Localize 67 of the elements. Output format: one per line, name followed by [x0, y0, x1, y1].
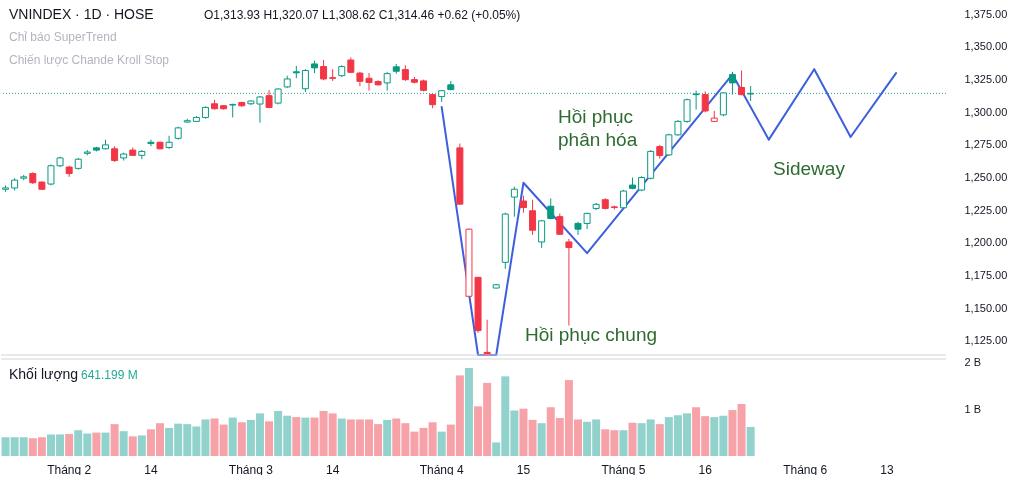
candlestick: [728, 71, 736, 96]
bar: [310, 417, 319, 456]
annotation: Chiến lược Chande Kroll Stop: [9, 53, 170, 67]
y-tick-label: 1,125.00: [964, 334, 1008, 347]
text: Khối lượng: [9, 366, 79, 382]
y-tick-label: 1,175.00: [964, 268, 1008, 281]
x-tick-label: 14: [144, 462, 158, 477]
bar: [628, 422, 637, 456]
y-tick-label: 1,300.00: [964, 105, 1008, 118]
y-tick-label: 1 B: [964, 402, 982, 415]
y-tick-label: 1,275.00: [964, 138, 1008, 151]
x-tick-label: 16: [698, 462, 713, 477]
bar: [437, 431, 446, 456]
bar: [237, 422, 246, 456]
bar: [528, 419, 537, 456]
bar: [337, 418, 346, 456]
bar: [383, 419, 392, 456]
candlestick: [383, 71, 391, 92]
bar: [728, 410, 737, 456]
candlestick: [538, 219, 546, 249]
line-series: [440, 68, 898, 356]
candlestick: [301, 68, 309, 93]
bar: [110, 424, 119, 456]
bar: [746, 426, 755, 456]
bar: [464, 367, 473, 456]
y-tick-label: 1,325.00: [964, 73, 1008, 86]
y-tick-label: 1,250.00: [964, 171, 1008, 183]
y-tick-label: 1,225.00: [964, 203, 1008, 216]
annotation: Hồi phục chung: [524, 324, 658, 345]
annotation: Chỉ báo SuperTrend: [9, 30, 117, 44]
candlestick: [529, 199, 537, 236]
y-tick-label: 2 B: [964, 355, 982, 368]
annotation: Hồi phục phân hóa: [558, 106, 638, 150]
candlestick: [165, 135, 173, 150]
candlestick: [565, 238, 573, 326]
y-tick-label: 1,200.00: [964, 236, 1008, 249]
y-tick-label: 1,150.00: [964, 301, 1008, 314]
y-tick-label: 1,350.00: [964, 40, 1008, 53]
bar: [137, 435, 146, 456]
text: O1,313.93 H1,320.07 L1,308.62 C1,314.46 +0.62 (+0.05%): [204, 8, 521, 22]
bar: [265, 421, 274, 456]
candlestick: [692, 90, 700, 111]
text: 641.199 M: [81, 368, 138, 382]
annotation: Sideway: [773, 158, 846, 179]
candlestick: [738, 69, 746, 96]
candlestick: [719, 91, 727, 117]
bar: [92, 432, 101, 456]
bar: [228, 417, 237, 456]
candlestick: [510, 186, 518, 218]
bar: [655, 424, 664, 456]
chart-title: VNINDEX · 1D · HOSE: [9, 6, 154, 22]
candlestick: [147, 139, 155, 147]
bar: [537, 423, 546, 456]
bar: [128, 436, 137, 456]
bar: [101, 432, 110, 456]
bar: [619, 430, 628, 456]
bar: [119, 431, 128, 456]
bar: [519, 408, 528, 456]
x-tick-label: 14: [325, 462, 340, 477]
x-tick-label: 15: [516, 462, 531, 477]
bar: [65, 433, 74, 456]
bar: [737, 403, 746, 456]
x-tick-label: 13: [880, 462, 894, 477]
candlestick: [556, 212, 564, 236]
y-tick-label: 1,375.00: [964, 7, 1008, 20]
bar: [301, 417, 310, 456]
bar: [292, 417, 301, 456]
